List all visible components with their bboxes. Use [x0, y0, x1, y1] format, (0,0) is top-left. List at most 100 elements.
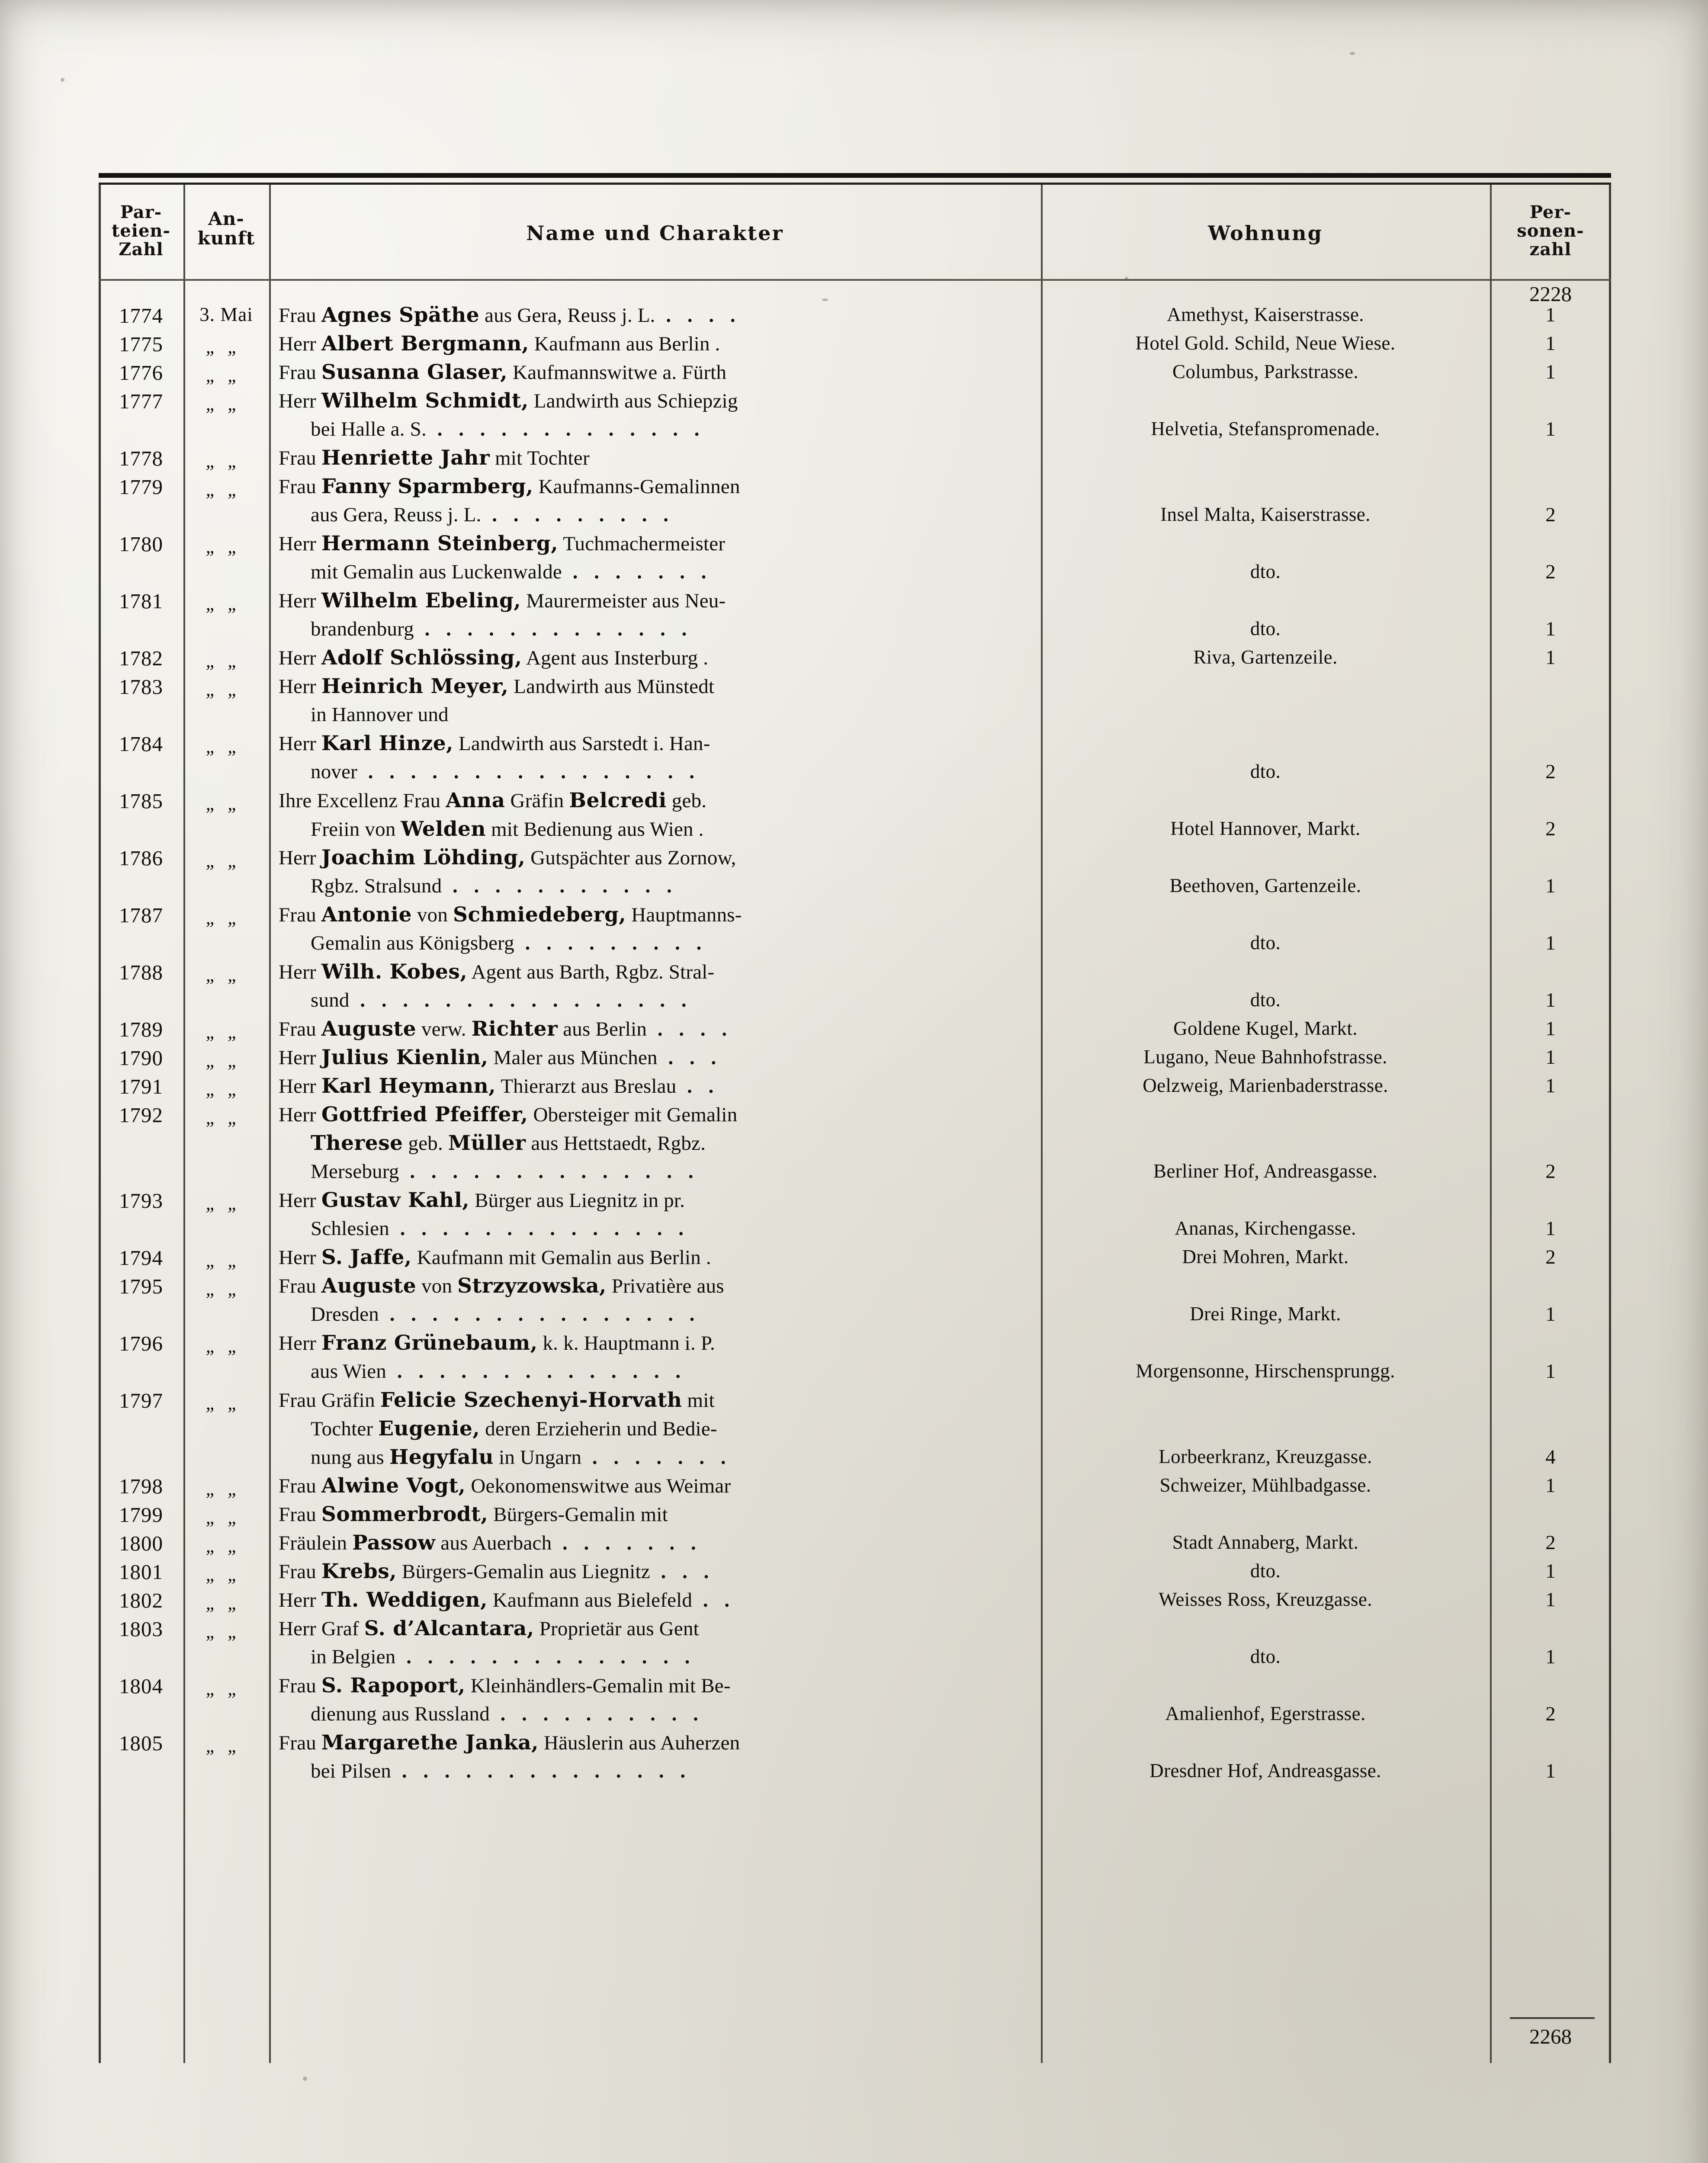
- parteien-zahl-cell: 1779: [119, 475, 163, 499]
- leader-dots: . . . . . . . . . . . . . . . .: [357, 761, 700, 783]
- table-border-right: [1609, 185, 1611, 279]
- name-charakter-cell: Herr Wilh. Kobes, Agent aus Barth, Rgbz.…: [269, 960, 1055, 984]
- name-charakter-cell: Herr Gustav Kahl, Bürger aus Liegnitz in…: [269, 1188, 1055, 1212]
- name-charakter-cell: Frau Fanny Sparmberg, Kaufmanns-Gemalinn…: [269, 475, 1055, 498]
- ditto-mark: „„: [205, 1621, 250, 1642]
- paper-speck: [822, 298, 828, 301]
- wohnung-cell: Morgensonne, Hirschensprungg.: [1136, 1360, 1395, 1382]
- parteien-zahl-cell: 1776: [119, 361, 163, 385]
- guest-register-table: Par- teien- Zahl An- kunft Name und Char…: [99, 173, 1611, 2063]
- name-charakter-cell: Frau Susanna Glaser, Kaufmannswitwe a. F…: [269, 360, 1055, 384]
- guest-name: Krebs,: [321, 1560, 397, 1583]
- name-charakter-cell: Frau Gräfin Felicie Szechenyi-Horvath mi…: [269, 1388, 1055, 1412]
- guest-description: Landwirth aus Münstedt: [508, 675, 715, 698]
- wohnung-cell: Helvetia, Stefanspromenade.: [1151, 418, 1380, 440]
- guest-description: Merseburg: [311, 1160, 399, 1183]
- guest-description: Frau Gräfin: [279, 1389, 380, 1412]
- personen-zahl-cell: 1: [1545, 361, 1556, 383]
- guest-name: Susanna Glaser,: [321, 360, 508, 384]
- guest-description: aus Berlin: [558, 1018, 647, 1040]
- header-bottom-rule: [99, 279, 1611, 281]
- guest-description: deren Erzieherin und Bedie-: [480, 1418, 717, 1440]
- ditto-mark: „„: [205, 1107, 250, 1128]
- paper-speck: [303, 2076, 307, 2081]
- guest-description: Herr: [279, 1246, 321, 1269]
- name-charakter-cell: Frau Krebs, Bürgers-Gemalin aus Liegnitz…: [269, 1560, 1055, 1583]
- personen-zahl-cell: 1: [1545, 418, 1556, 440]
- ankunft-cell: „„: [183, 1477, 269, 1500]
- table-border-left: [99, 281, 101, 2063]
- wohnung-cell: Drei Mohren, Markt.: [1182, 1246, 1349, 1268]
- guest-description: Kaufmann mit Gemalin aus Berlin .: [411, 1246, 711, 1269]
- wohnung-cell: Hotel Gold. Schild, Neue Wiese.: [1135, 332, 1396, 354]
- ankunft-cell: „„: [183, 1620, 269, 1643]
- guest-description: Landwirth aus Schiepzig: [528, 390, 738, 412]
- guest-description: aus Wien: [311, 1360, 387, 1383]
- name-charakter-continuation: aus Gera, Reuss j. L. . . . . . . . . .: [269, 503, 1087, 526]
- column-header-parteien-zahl: Par- teien- Zahl: [99, 203, 183, 259]
- column-header-ankunft: An- kunft: [183, 209, 269, 248]
- guest-name: Strzyzowska,: [457, 1274, 607, 1298]
- guest-name: Alwine Vogt,: [321, 1474, 466, 1498]
- table-border-left: [99, 185, 101, 279]
- guest-description: bei Pilsen: [311, 1760, 392, 1782]
- name-charakter-cell: Herr Wilhelm Ebeling, Maurermeister aus …: [269, 589, 1055, 613]
- guest-name: Th. Weddigen,: [321, 1588, 488, 1612]
- guest-description: brandenburg: [311, 618, 414, 640]
- personen-zahl-cell: 1: [1545, 932, 1556, 954]
- name-charakter-cell: Herr Julius Kienlin, Maler aus München .…: [269, 1046, 1055, 1069]
- ditto-mark: „„: [205, 1078, 250, 1100]
- guest-description: mit Bedienung aus Wien .: [486, 818, 704, 841]
- name-charakter-cell: Herr Karl Heymann, Thierarzt aus Breslau…: [269, 1074, 1055, 1098]
- guest-description: aus Hettstaedt, Rgbz.: [526, 1132, 706, 1155]
- guest-description: Herr: [279, 1046, 321, 1069]
- wohnung-cell: dto.: [1250, 761, 1281, 782]
- guest-description: Gutspächter aus Zornow,: [525, 847, 736, 869]
- header-line: teien-: [111, 221, 171, 241]
- wohnung-cell: Lorbeerkranz, Kreuzgasse.: [1159, 1446, 1372, 1467]
- guest-name: Fanny Sparmberg,: [321, 475, 533, 498]
- guest-name: Gustav Kahl,: [321, 1188, 470, 1212]
- parteien-zahl-cell: 1787: [119, 903, 163, 927]
- wohnung-cell: dto.: [1250, 1560, 1281, 1582]
- guest-name: Wilhelm Schmidt,: [321, 389, 529, 413]
- leader-dots: . . . . . . . . . . . . . .: [386, 1360, 687, 1383]
- name-charakter-cell: Frau Alwine Vogt, Oekonomenswitwe aus We…: [269, 1474, 1055, 1498]
- name-charakter-continuation: brandenburg . . . . . . . . . . . . .: [269, 617, 1087, 641]
- parteien-zahl-cell: 1805: [119, 1731, 163, 1755]
- guest-description: dienung aus Russland: [311, 1703, 490, 1725]
- guest-description: bei Halle a. S.: [311, 418, 427, 440]
- name-charakter-continuation: nover . . . . . . . . . . . . . . . .: [269, 760, 1087, 783]
- wohnung-cell: Hotel Hannover, Markt.: [1170, 818, 1361, 839]
- column-divider-2: [269, 281, 271, 2063]
- guest-description: Frau: [279, 1732, 321, 1754]
- parteien-zahl-cell: 1790: [119, 1046, 163, 1070]
- ankunft-cell: „„: [183, 478, 269, 501]
- parteien-zahl-cell: 1785: [119, 789, 163, 813]
- name-charakter-cell: Fräulein Passow aus Auerbach . . . . . .…: [269, 1531, 1055, 1555]
- ankunft-cell: „„: [183, 1563, 269, 1585]
- leader-dots: . . .: [657, 1046, 722, 1069]
- guest-name: Joachim Löhding,: [321, 846, 526, 870]
- guest-description: Kleinhändlers-Gemalin mit Be-: [465, 1675, 731, 1697]
- guest-description: Bürger aus Liegnitz in pr.: [469, 1189, 685, 1212]
- guest-name: Wilhelm Ebeling,: [321, 589, 521, 613]
- name-charakter-cell: Herr Joachim Löhding, Gutspächter aus Zo…: [269, 846, 1055, 870]
- guest-description: Dresden: [311, 1303, 379, 1325]
- guest-description: Obersteiger mit Gemalin: [528, 1104, 738, 1126]
- guest-description: Herr: [279, 1189, 321, 1212]
- guest-description: Agent aus Insterburg .: [522, 647, 709, 669]
- wohnung-cell: Berliner Hof, Andreasgasse.: [1153, 1160, 1378, 1182]
- guest-description: Frau: [279, 447, 321, 469]
- guest-description: Schlesien: [311, 1217, 389, 1240]
- parteien-zahl-cell: 1788: [119, 960, 163, 984]
- wohnung-cell: Amalienhof, Egerstrasse.: [1165, 1703, 1366, 1724]
- wohnung-cell: Columbus, Parkstrasse.: [1172, 361, 1359, 382]
- parteien-zahl-cell: 1778: [119, 446, 163, 470]
- guest-name: Sommerbrodt,: [321, 1502, 488, 1526]
- name-charakter-continuation: Rgbz. Stralsund . . . . . . . . . . .: [269, 874, 1087, 898]
- ditto-mark: „„: [205, 736, 250, 757]
- ditto-mark: „„: [205, 1278, 250, 1300]
- ditto-mark: „„: [205, 450, 250, 472]
- ankunft-cell: 3. Mai: [199, 304, 253, 325]
